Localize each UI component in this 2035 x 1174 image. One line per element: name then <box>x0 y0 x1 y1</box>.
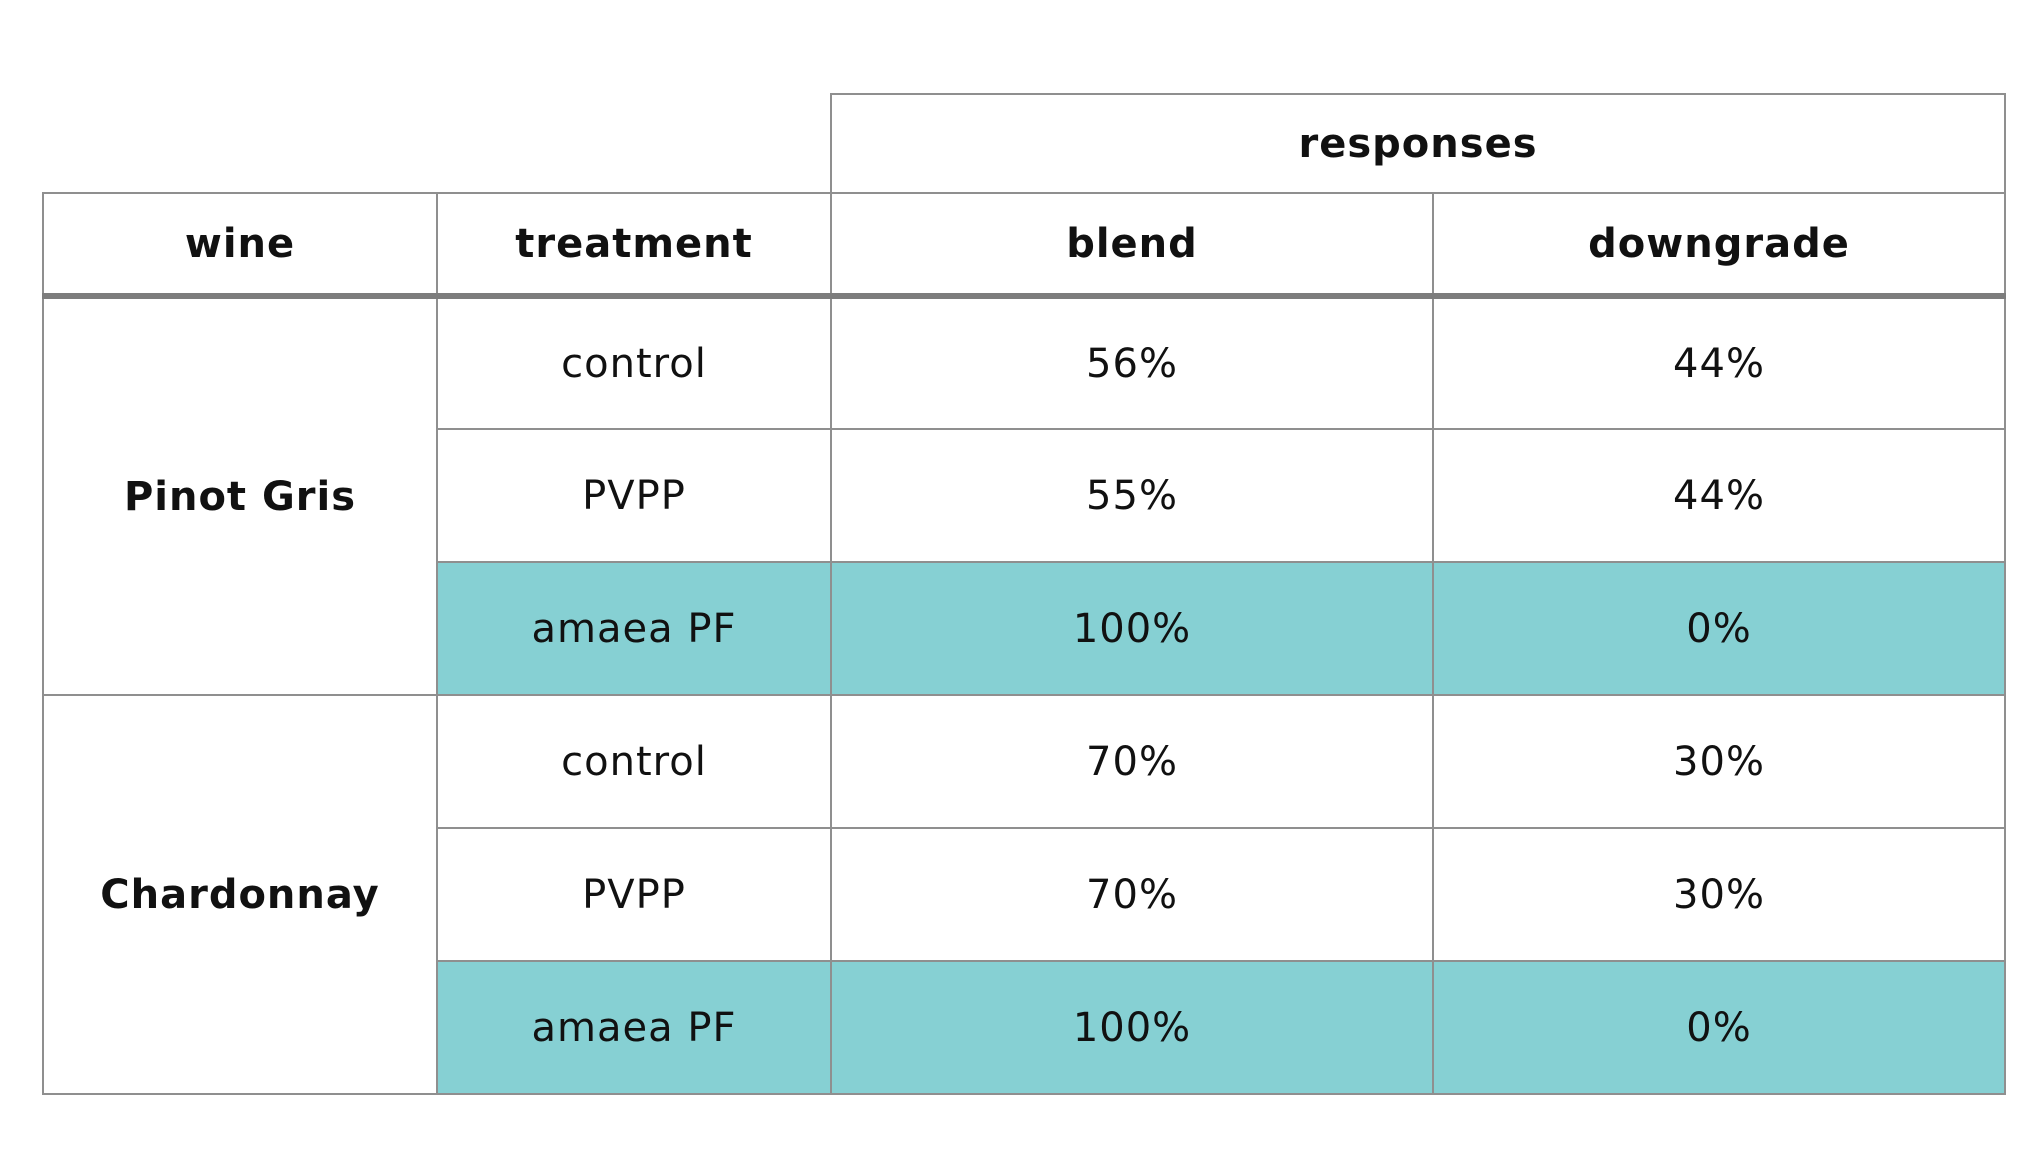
treatment-cell: PVPP <box>436 827 832 962</box>
treatment-cell: control <box>436 694 832 829</box>
group-header-row: responses <box>43 93 2006 194</box>
responses-group-header: responses <box>830 93 2006 194</box>
blend-cell: 100% <box>830 960 1434 1095</box>
column-header-downgrade: downgrade <box>1432 192 2006 299</box>
wine-cell: Chardonnay <box>42 694 438 1095</box>
treatment-cell: PVPP <box>436 428 832 563</box>
blend-cell: 55% <box>830 428 1434 563</box>
treatment-cell: amaea PF <box>436 561 832 696</box>
treatment-cell: control <box>436 295 832 430</box>
downgrade-cell: 44% <box>1432 295 2006 430</box>
empty-corner <box>43 94 831 194</box>
table-row-highlighted: amaea PF 100% 0% <box>43 561 2006 696</box>
downgrade-cell: 30% <box>1432 827 2006 962</box>
table-row-highlighted: amaea PF 100% 0% <box>43 960 2006 1095</box>
results-table: responses wine treatment blend downgrade… <box>42 93 2006 1095</box>
downgrade-cell: 44% <box>1432 428 2006 563</box>
blend-cell: 70% <box>830 827 1434 962</box>
downgrade-cell: 30% <box>1432 694 2006 829</box>
column-header-treatment: treatment <box>436 192 832 299</box>
blend-cell: 56% <box>830 295 1434 430</box>
blend-cell: 70% <box>830 694 1434 829</box>
wine-cell: Pinot Gris <box>42 295 438 696</box>
table-row: PVPP 55% 44% <box>43 428 2006 563</box>
blend-cell: 100% <box>830 561 1434 696</box>
column-header-row: wine treatment blend downgrade <box>42 192 2006 299</box>
column-header-blend: blend <box>830 192 1434 299</box>
treatment-cell: amaea PF <box>436 960 832 1095</box>
table-row: Chardonnay control 70% 30% <box>42 694 2006 1095</box>
downgrade-cell: 0% <box>1432 561 2006 696</box>
downgrade-cell: 0% <box>1432 960 2006 1095</box>
column-header-wine: wine <box>42 192 438 299</box>
table-row: PVPP 70% 30% <box>43 827 2006 962</box>
table-row: Pinot Gris control 56% 44% <box>42 295 2006 696</box>
